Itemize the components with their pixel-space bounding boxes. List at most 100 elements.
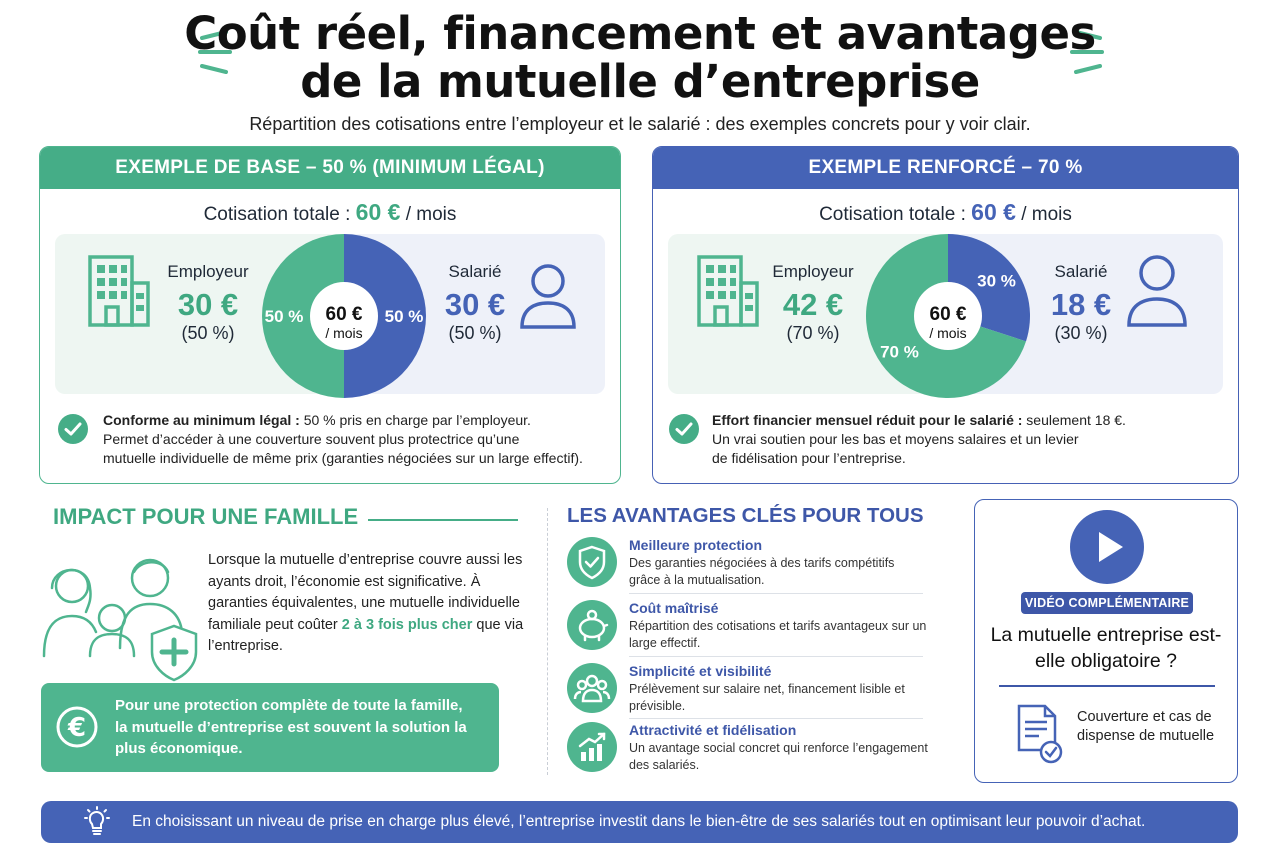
example-renforce-title: EXEMPLE RENFORCÉ – 70 % (653, 147, 1238, 189)
example-base-total: Cotisation totale : 60 € / mois (40, 199, 620, 226)
employee-label: Salarié (448, 262, 502, 281)
avantage-name: Attractivité et fidélisation (629, 722, 797, 738)
total-amount: 60 € (971, 199, 1016, 225)
avantage-separator (629, 593, 923, 594)
growth-chart-icon (567, 722, 617, 772)
note-line3: de fidélisation pour l’entreprise. (712, 450, 906, 466)
note-line2: Permet d’accéder à une couverture souven… (103, 431, 520, 447)
video-doc-text: Couverture et cas de dispense de mutuell… (1077, 709, 1215, 744)
svg-text:€: € (67, 713, 86, 743)
pie-label-salarie: 30 % (977, 272, 1016, 291)
impact-highlight: 2 à 3 fois plus cher (341, 616, 473, 633)
pie-center-unit: / mois (929, 325, 966, 341)
video-divider (999, 685, 1215, 687)
employer-label: Employeur (772, 262, 854, 281)
employer-pct: (70 %) (786, 323, 840, 343)
impact-callout-text: Pour une protection complète de toute la… (115, 697, 467, 757)
avantage-item-cout: Coût maîtrisé Répartition des cotisation… (567, 600, 926, 662)
employee-amount: 18 € (1050, 287, 1112, 322)
avantage-name: Coût maîtrisé (629, 600, 719, 616)
avantage-item-protection: Meilleure protection Des garanties négoc… (567, 537, 923, 599)
total-unit: / mois (1021, 204, 1072, 225)
avantage-item-simplicite: Simplicité et visibilité Prélèvement sur… (567, 663, 923, 725)
video-card[interactable]: VIDÉO COMPLÉMENTAIRE La mutuelle entrepr… (974, 499, 1238, 783)
avantage-desc: Un avantage social concret qui renforce … (629, 741, 928, 772)
employee-pct: (30 %) (1054, 323, 1108, 343)
impact-title: IMPACT POUR UNE FAMILLE (53, 504, 359, 529)
impact-text-part2: que via l’entreprise. (208, 616, 524, 655)
page-title: Coût réel, financement et avantages de l… (180, 10, 1100, 106)
impact-callout: € Pour une protection complète de toute … (41, 683, 499, 772)
note-line2: Un vrai soutien pour les bas et moyens s… (712, 431, 1079, 447)
video-question[interactable]: La mutuelle entreprise est-elle obligato… (990, 624, 1222, 672)
pie-slice-employeur (262, 234, 344, 398)
check-circle-icon (669, 414, 699, 444)
example-base-title: EXEMPLE DE BASE – 50 % (MINIMUM LÉGAL) (40, 147, 620, 189)
total-label: Cotisation totale : (203, 204, 351, 225)
shield-check-icon (567, 537, 617, 587)
employee-label: Salarié (1054, 262, 1108, 281)
total-unit: / mois (405, 204, 457, 225)
page-subtitle: Répartition des cotisations entre l’empl… (249, 114, 1031, 134)
avantage-desc: Des garanties négociées à des tarifs com… (629, 556, 895, 587)
example-base-card: EXEMPLE DE BASE – 50 % (MINIMUM LÉGAL) C… (39, 146, 621, 484)
user-icon (520, 264, 576, 329)
avantage-desc: Prélèvement sur salaire net, financement… (629, 682, 905, 713)
page-title-line1: Coût réel, financement et avantages (184, 7, 1096, 60)
pie-label-employeur: 50 % (265, 307, 304, 326)
example-renforce-total: Cotisation totale : 60 € / mois (653, 199, 1238, 226)
note-rest: seulement 18 €. (1022, 412, 1126, 428)
employer-pct: (50 %) (181, 323, 235, 343)
example-renforce-note: Effort financier mensuel réduit pour le … (712, 411, 1222, 468)
employee-amount: 30 € (444, 287, 506, 322)
avantage-desc: Répartition des cotisations et tarifs av… (629, 619, 927, 650)
note-bold: Conforme au minimum légal : (103, 412, 300, 428)
lightbulb-icon (84, 806, 110, 835)
example-base-note: Conforme au minimum légal : 50 % pris en… (103, 411, 613, 468)
decorative-strokes-right-icon (1070, 30, 1104, 74)
employer-amount: 30 € (177, 287, 239, 322)
impact-description: Lorsque la mutuelle d’entreprise couvre … (208, 550, 538, 658)
total-amount: 60 € (355, 199, 401, 225)
pie-slice-salarie (344, 234, 426, 398)
section-divider (547, 508, 548, 775)
footer-text: En choisissant un niveau de prise en cha… (132, 813, 1146, 830)
pie-center-unit: / mois (325, 325, 362, 341)
decorative-strokes-left-icon (198, 30, 232, 74)
family-icon (42, 558, 198, 682)
user-icon (1127, 255, 1187, 327)
euro-circle-icon: € (56, 706, 98, 748)
play-icon[interactable] (1070, 510, 1144, 584)
check-circle-icon (58, 414, 88, 444)
note-line3: mutuelle individuelle de même prix (gara… (103, 450, 583, 466)
page-title-line2: de la mutuelle d’entreprise (300, 55, 980, 108)
pie-center-amount: 60 € (326, 304, 363, 325)
impact-text-part1: Lorsque la mutuelle d’entreprise couvre … (208, 552, 523, 633)
note-bold: Effort financier mensuel réduit pour le … (712, 412, 1023, 428)
pie-label-employeur: 70 % (880, 342, 919, 361)
employer-label: Employeur (167, 262, 249, 281)
avantage-item-attractivite: Attractivité et fidélisation Un avantage… (567, 722, 928, 784)
piggy-bank-icon (567, 600, 617, 650)
pie-label-salarie: 50 % (385, 307, 424, 326)
employer-amount: 42 € (782, 287, 844, 322)
avantage-separator (629, 656, 923, 657)
video-badge: VIDÉO COMPLÉMENTAIRE (1021, 592, 1193, 614)
avantages-title: LES AVANTAGES CLÉS POUR TOUS (567, 504, 924, 527)
note-rest: 50 % pris en charge par l’employeur. (299, 412, 531, 428)
building-icon (88, 255, 150, 327)
group-icon (567, 663, 617, 713)
avantage-separator (629, 718, 923, 719)
employee-pct: (50 %) (448, 323, 502, 343)
building-icon (697, 255, 759, 327)
pie-center-amount: 60 € (930, 304, 967, 325)
total-label: Cotisation totale : (819, 204, 966, 225)
impact-title-underline (368, 519, 518, 521)
document-check-icon (1017, 704, 1063, 764)
example-renforce-card: EXEMPLE RENFORCÉ – 70 % Cotisation total… (652, 146, 1239, 484)
pie-center (310, 282, 378, 350)
pie-chart-base: 60 € / mois 50 % 50 % (259, 233, 429, 399)
pie-chart-renforce: 60 € / mois 30 % 70 % (863, 233, 1033, 399)
avantage-name: Simplicité et visibilité (629, 663, 772, 679)
avantage-name: Meilleure protection (629, 537, 763, 553)
